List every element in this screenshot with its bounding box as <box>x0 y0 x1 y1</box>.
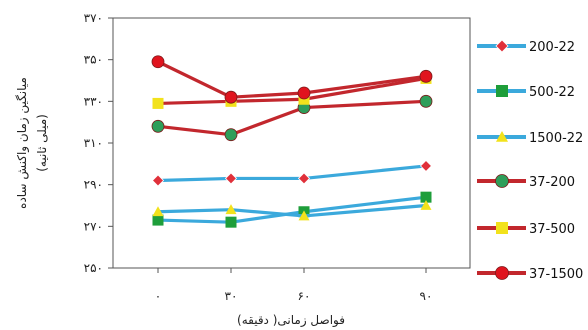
series-line <box>157 164 427 183</box>
legend-label: 37-1500 <box>529 267 583 282</box>
diamond-marker <box>151 174 165 187</box>
square-marker <box>496 222 508 234</box>
legend-item: 37-1500 <box>477 266 583 282</box>
triangle-marker <box>225 204 237 215</box>
y-axis-ticks: ۲۵۰ ۲۷۰ ۲۹۰ ۳۱۰ ۳۳۰ ۳۵۰ ۳۷۰ <box>84 11 113 275</box>
legend-label: 200-22 <box>529 40 575 55</box>
square-marker <box>152 214 164 226</box>
x-tick-label: ۳۰ <box>225 289 238 303</box>
circle-marker <box>419 69 433 83</box>
legend-label: 37-200 <box>529 175 575 190</box>
legend-label: 1500-22 <box>529 131 583 146</box>
circle-marker <box>419 94 433 108</box>
diamond-marker <box>495 39 509 53</box>
circle-marker <box>151 55 165 69</box>
square-marker <box>420 191 432 203</box>
series-line <box>157 99 427 137</box>
x-tick-label: ۰ <box>155 289 161 303</box>
y-tick-label: ۲۵۰ <box>84 261 103 275</box>
circle-marker <box>224 90 238 104</box>
legend-item: 1500-22 <box>477 131 583 146</box>
circle-marker <box>495 174 509 188</box>
series-line <box>157 76 427 106</box>
square-marker <box>496 85 508 97</box>
diamond-marker <box>224 172 238 185</box>
x-axis-label: فواصل زمانی( دقیقه) <box>237 313 345 328</box>
x-tick-label: ۹۰ <box>420 289 433 303</box>
diamond-marker <box>297 172 311 185</box>
circle-marker <box>297 86 311 100</box>
series-37-1500 <box>151 55 433 104</box>
y-axis-label-line1: میانگین زمان واکنش ساده <box>15 77 30 209</box>
series-200-22 <box>151 159 433 187</box>
legend-item: 37-200 <box>477 174 575 190</box>
y-tick-label: ۲۷۰ <box>84 219 103 233</box>
legend-item: 500-22 <box>477 85 575 100</box>
y-tick-label: ۳۱۰ <box>84 136 103 150</box>
x-tick-label: ۶۰ <box>298 289 311 303</box>
triangle-marker <box>152 206 164 217</box>
square-marker <box>152 97 164 109</box>
legend-item: 37-500 <box>477 222 575 237</box>
legend-label: 500-22 <box>529 85 575 100</box>
y-tick-label: ۲۹۰ <box>84 178 103 192</box>
y-axis-label-line2: (میلی ثانیه) <box>35 114 49 172</box>
series-group <box>151 55 433 228</box>
series-line <box>157 203 427 218</box>
circle-marker <box>224 128 238 142</box>
legend-label: 37-500 <box>529 222 575 237</box>
y-tick-label: ۳۷۰ <box>84 11 103 25</box>
series-1500-22 <box>152 200 432 221</box>
legend-item: 200-22 <box>477 39 575 55</box>
square-marker <box>225 216 237 228</box>
series-line <box>157 60 427 99</box>
triangle-marker <box>496 131 508 142</box>
y-tick-label: ۳۵۰ <box>84 53 103 67</box>
diamond-marker <box>419 159 433 172</box>
series-line <box>157 195 427 224</box>
plot-area <box>112 17 471 269</box>
y-tick-label: ۳۳۰ <box>84 94 103 108</box>
triangle-marker <box>298 210 310 221</box>
legend: 200-22 500-22 1500-22 37-200 37-500 37-1500 <box>477 39 583 282</box>
circle-marker <box>151 119 165 133</box>
x-axis-ticks: ۰ ۳۰ ۶۰ ۹۰ <box>155 268 433 303</box>
circle-marker <box>495 266 509 280</box>
triangle-marker <box>420 200 432 210</box>
